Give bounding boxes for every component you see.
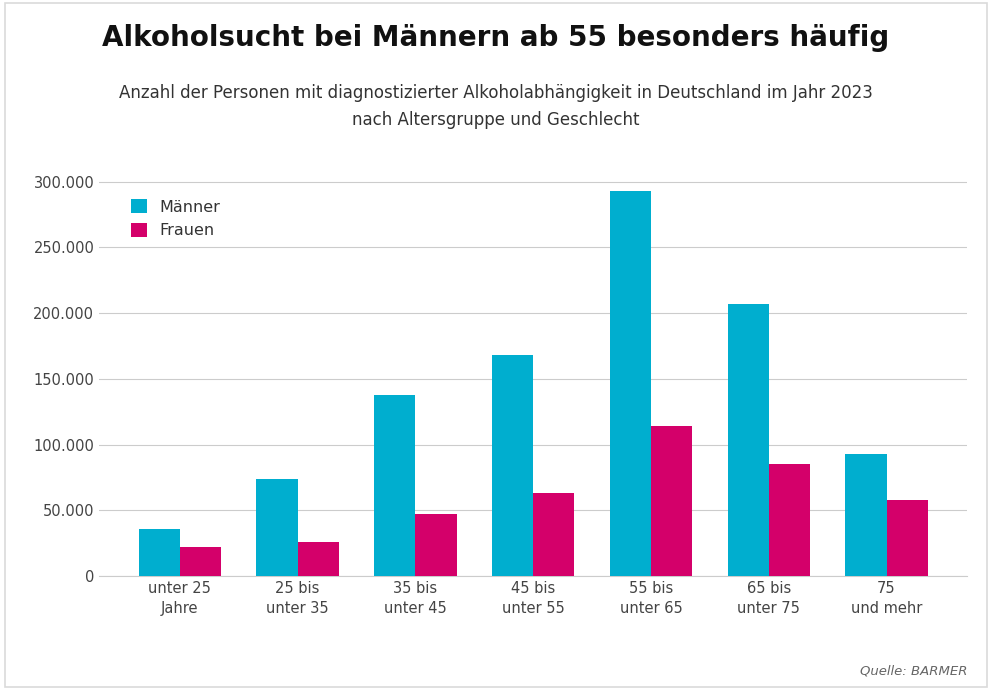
Bar [887,500,928,576]
Bar [651,426,692,576]
Bar [769,464,810,576]
Bar [845,454,887,576]
Bar [256,479,298,576]
Text: Anzahl der Personen mit diagnostizierter Alkoholabhängigkeit in Deutschland im J: Anzahl der Personen mit diagnostizierter… [119,84,873,128]
Bar [416,514,456,576]
Bar [139,529,180,576]
Legend: Männer, Frauen: Männer, Frauen [125,193,227,245]
Bar [298,542,339,576]
Text: Alkoholsucht bei Männern ab 55 besonders häufig: Alkoholsucht bei Männern ab 55 besonders… [102,24,890,52]
Bar [610,190,651,576]
Bar [374,395,416,576]
Bar [180,547,221,576]
Bar [727,304,769,576]
Text: Quelle: BARMER: Quelle: BARMER [860,664,967,678]
Bar [534,493,574,576]
Bar [492,355,534,576]
